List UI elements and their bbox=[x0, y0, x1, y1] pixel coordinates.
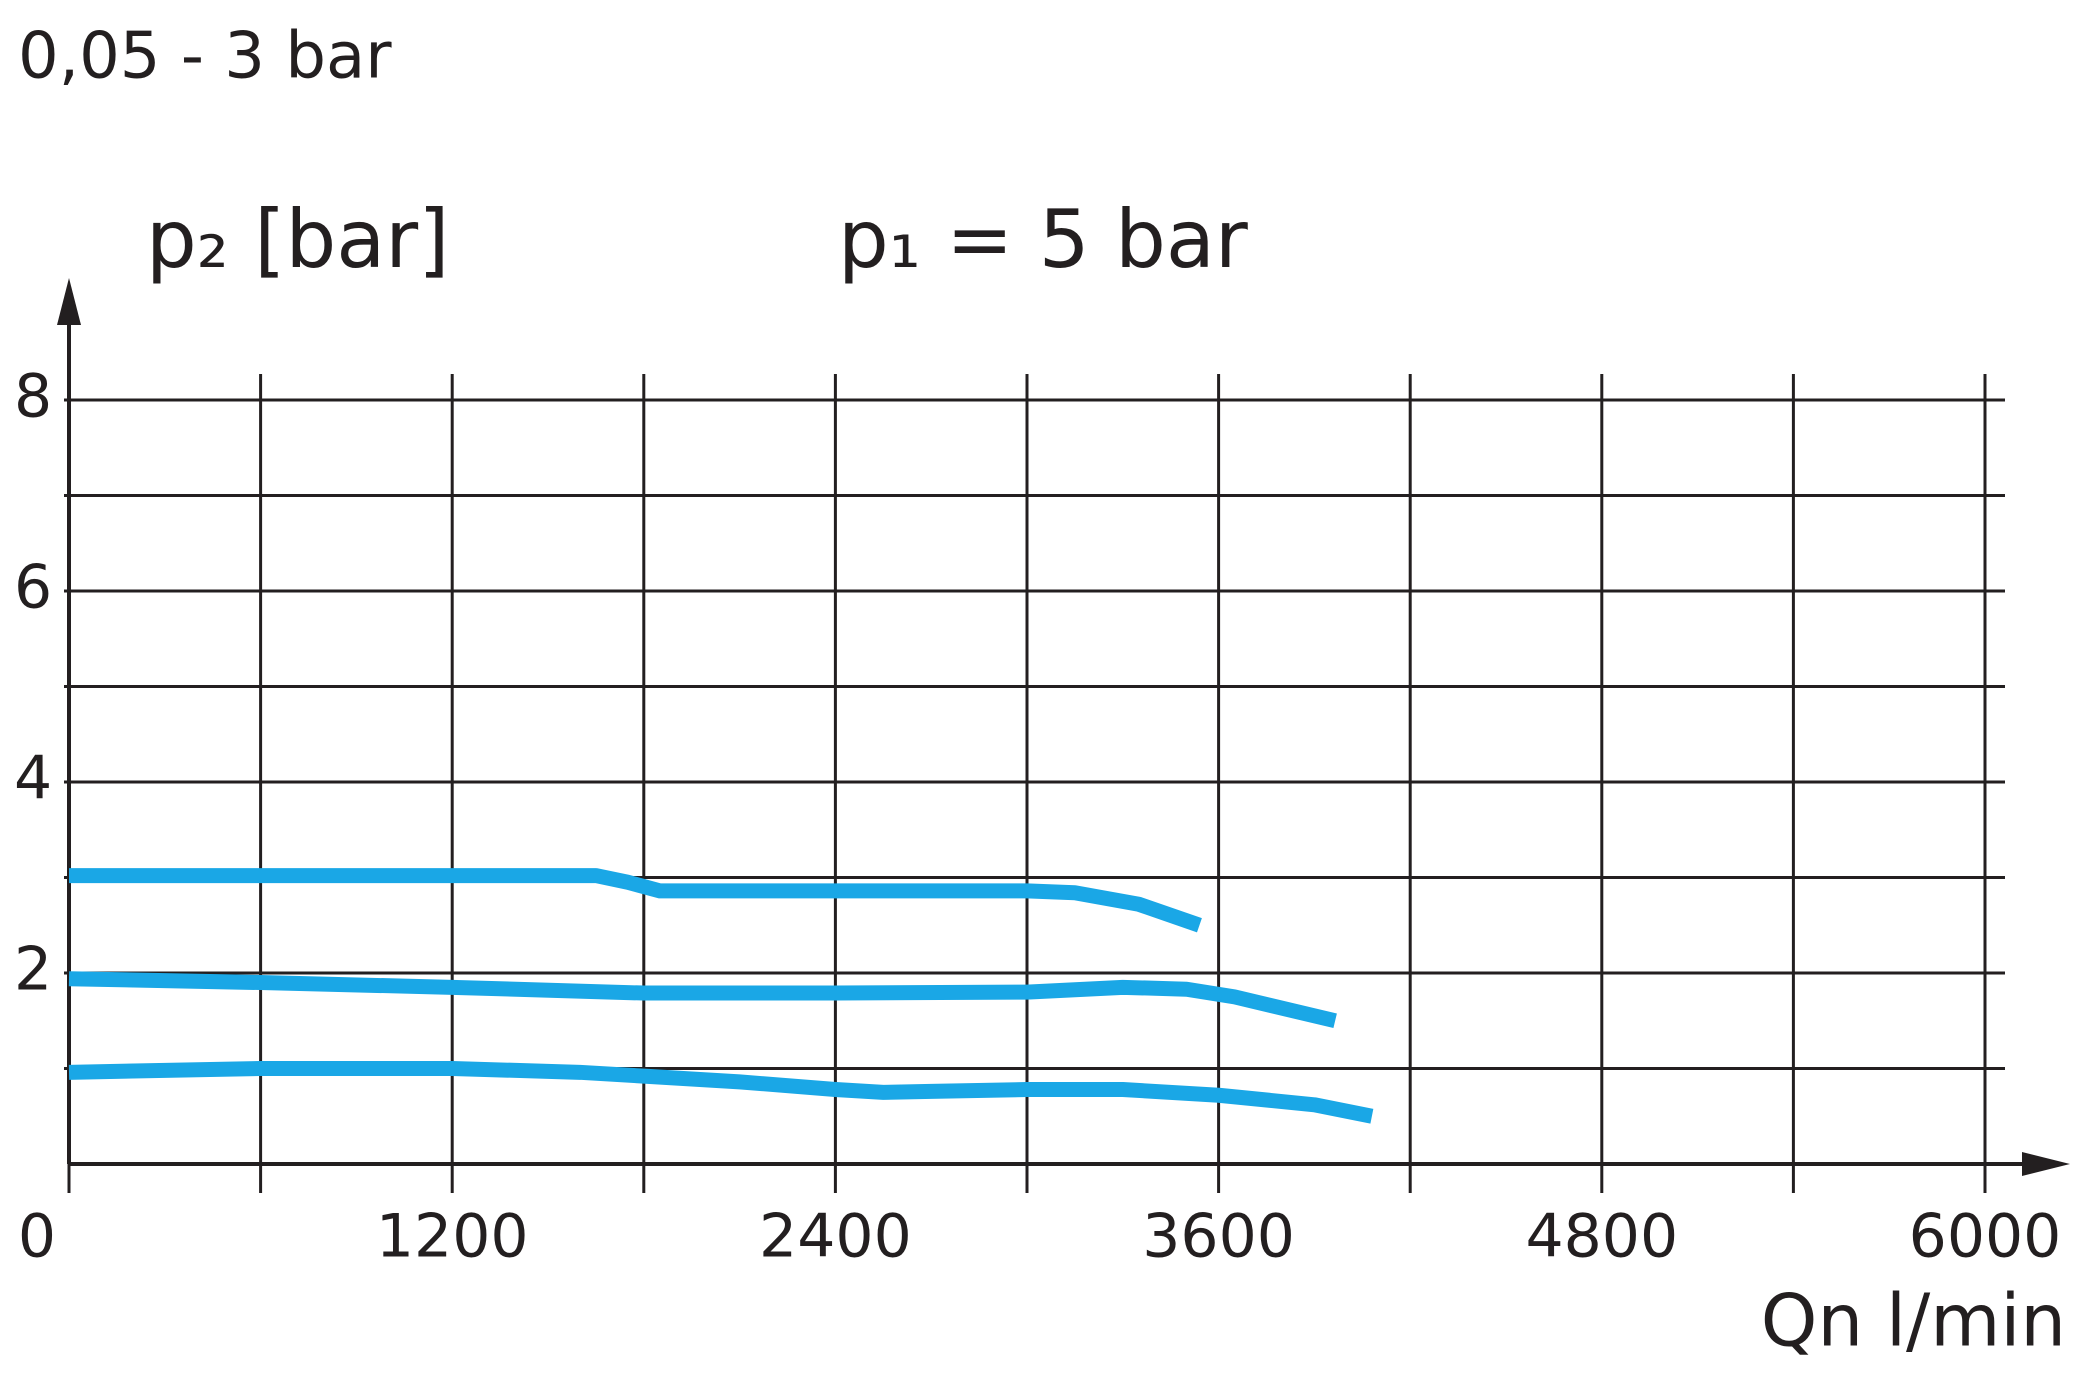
x-axis-label: Qn l/min bbox=[1761, 1279, 2066, 1363]
x-axis-arrow bbox=[2022, 1152, 2070, 1176]
y-tick-label: 8 bbox=[14, 362, 52, 432]
y-tick-label: 6 bbox=[14, 553, 52, 623]
y-axis-label: p₂ [bar] bbox=[146, 193, 449, 286]
x-tick-label: 0 bbox=[18, 1202, 56, 1272]
chart-title: 0,05 - 3 bar bbox=[18, 20, 392, 94]
y-tick-label: 2 bbox=[14, 935, 52, 1005]
y-tick-label: 4 bbox=[14, 744, 52, 814]
annotation: p₁ = 5 bar bbox=[838, 193, 1248, 286]
x-tick-label: 3600 bbox=[1142, 1202, 1295, 1272]
y-axis-arrow bbox=[57, 278, 81, 325]
x-tick-label: 1200 bbox=[376, 1202, 529, 1272]
x-tick-label: 4800 bbox=[1525, 1202, 1678, 1272]
data-line bbox=[68, 1061, 1374, 1124]
data-line bbox=[68, 971, 1337, 1029]
x-tick-label: 6000 bbox=[1909, 1202, 2062, 1272]
x-tick-label: 2400 bbox=[759, 1202, 912, 1272]
data-line bbox=[69, 868, 1202, 933]
